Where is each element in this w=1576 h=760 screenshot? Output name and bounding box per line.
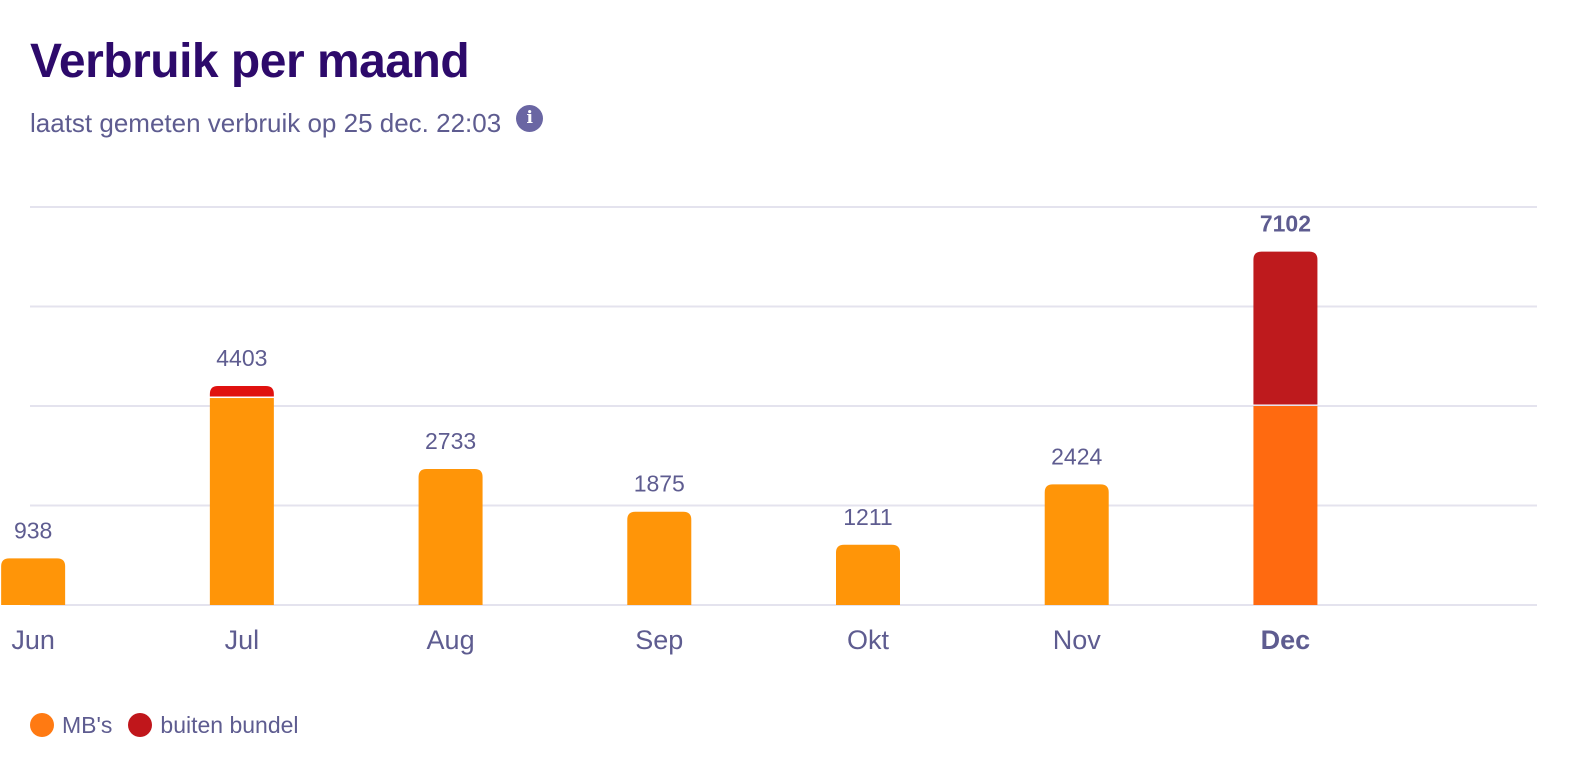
bar-value-label: 1875 <box>634 471 685 497</box>
x-tick-label: Aug <box>427 625 475 655</box>
bar-value-label: 1211 <box>843 504 892 530</box>
x-tick-label: Jun <box>11 625 55 655</box>
bar-mbs <box>418 469 483 605</box>
bar-value-label: 2733 <box>425 428 476 454</box>
bar-mbs <box>1044 484 1109 605</box>
bar-buiten-bundel <box>1253 251 1318 405</box>
page-title: Verbruik per maand <box>30 35 470 88</box>
x-tick-label: Jul <box>225 625 260 655</box>
info-icon[interactable]: i <box>516 104 544 132</box>
x-tick-label: Nov <box>1053 625 1102 655</box>
x-tick-label: Sep <box>635 625 683 655</box>
x-tick-label: Dec <box>1261 625 1311 655</box>
bar-mbs <box>209 398 274 605</box>
legend-item-buiten-bundel: buiten bundel <box>128 711 299 739</box>
last-measured-text: laatst gemeten verbruik op 25 dec. 22:03 <box>30 108 502 138</box>
bar-value-label: 938 <box>14 517 52 543</box>
legend-item-mbs: MB's <box>30 712 112 739</box>
bar-mbs <box>627 511 692 605</box>
legend-dot-mbs <box>30 713 54 737</box>
bar-mbs <box>1 558 66 605</box>
chart-legend: MB's buiten bundel <box>30 710 315 740</box>
legend-label-buiten-bundel: buiten bundel <box>160 711 299 738</box>
subtitle-row: laatst gemeten verbruik op 25 dec. 22:03… <box>30 104 544 141</box>
bar-value-label: 7102 <box>1260 211 1311 237</box>
bar-value-label: 4403 <box>216 345 267 371</box>
bar-mbs <box>1253 406 1318 605</box>
bar-buiten-bundel <box>209 385 274 397</box>
x-tick-label: Okt <box>847 625 890 655</box>
legend-dot-buiten-bundel <box>128 713 153 737</box>
legend-label-mbs: MB's <box>62 711 113 738</box>
usage-bar-chart: 938 Jun 4403 Jul 2733 Aug 1875 Sep 1211 Okt 2424 No… <box>1 206 1537 655</box>
bar-mbs <box>836 544 900 605</box>
bar-value-label: 2424 <box>1051 443 1102 469</box>
